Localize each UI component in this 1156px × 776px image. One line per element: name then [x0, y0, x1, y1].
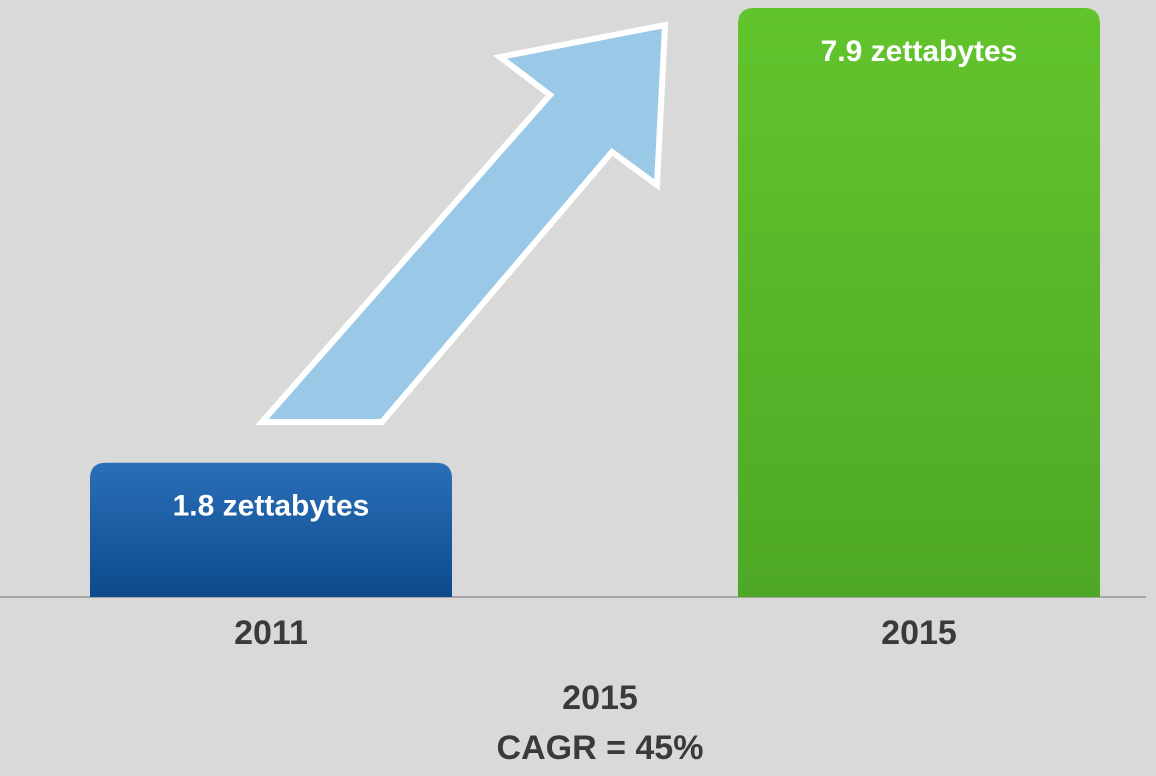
bar [738, 8, 1100, 597]
annotation: CAGR = 45% [497, 729, 704, 767]
value-label: 7.9 zettabytes [821, 35, 1018, 68]
category-label: 2015 [881, 614, 957, 652]
value-label: 1.8 zettabytes [173, 490, 370, 523]
category-label: 2011 [234, 614, 308, 652]
growth-arrow [255, 21, 669, 425]
annotation: 2015 [562, 679, 638, 717]
bar [90, 462, 452, 597]
